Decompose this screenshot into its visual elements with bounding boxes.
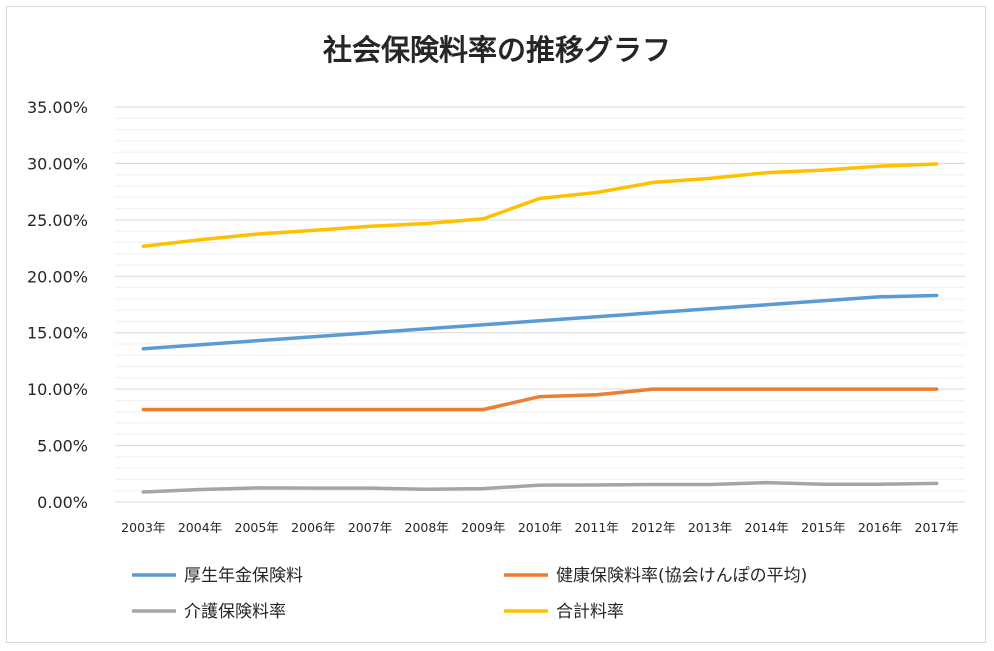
series-line-1 [141, 387, 939, 412]
x-tick-label: 2010年 [518, 520, 562, 535]
x-tick-label: 2014年 [745, 520, 789, 535]
x-tick-label: 2004年 [178, 520, 222, 535]
legend-label: 厚生年金保険料 [184, 566, 303, 586]
x-tick-label: 2011年 [575, 520, 619, 535]
y-axis-ticks: 0.00% 5.00% 10.00% 15.00% 20.00% 25.00% 30.00%… [27, 98, 88, 512]
y-tick-label: 0.00% [37, 493, 88, 512]
series-line-0 [141, 293, 939, 351]
legend-label: 健康保険料率(協会けんぽの平均) [556, 566, 807, 586]
legend-label: 介護保険料率 [184, 602, 286, 622]
y-tick-label: 35.00% [27, 98, 88, 117]
series-lines [141, 162, 939, 494]
x-tick-label: 2012年 [631, 520, 675, 535]
x-tick-label: 2008年 [405, 520, 449, 535]
grid-lines [115, 106, 965, 503]
y-tick-label: 15.00% [27, 324, 88, 343]
chart-title: 社会保険料率の推移グラフ [323, 33, 671, 67]
x-tick-label: 2015年 [801, 520, 845, 535]
series-line-3 [141, 162, 939, 248]
x-tick-label: 2009年 [461, 520, 505, 535]
y-tick-label: 20.00% [27, 267, 88, 286]
x-tick-label: 2005年 [235, 520, 279, 535]
legend-label: 合計料率 [556, 602, 624, 622]
y-tick-label: 25.00% [27, 211, 88, 230]
y-tick-label: 10.00% [27, 380, 88, 399]
x-tick-label: 2003年 [121, 520, 165, 535]
x-tick-label: 2017年 [915, 520, 959, 535]
y-tick-label: 5.00% [37, 437, 88, 456]
x-tick-label: 2016年 [858, 520, 902, 535]
legend: 厚生年金保険料 健康保険料率(協会けんぽの平均) 介護保険料率 合計料率 [132, 566, 807, 622]
x-axis-ticks: 2003年 2004年 2005年 2006年 2007年 2008年 2009年 2010年… [121, 520, 959, 535]
x-tick-label: 2013年 [688, 520, 732, 535]
x-tick-label: 2007年 [348, 520, 392, 535]
x-tick-label: 2006年 [291, 520, 335, 535]
y-tick-label: 30.00% [27, 154, 88, 173]
